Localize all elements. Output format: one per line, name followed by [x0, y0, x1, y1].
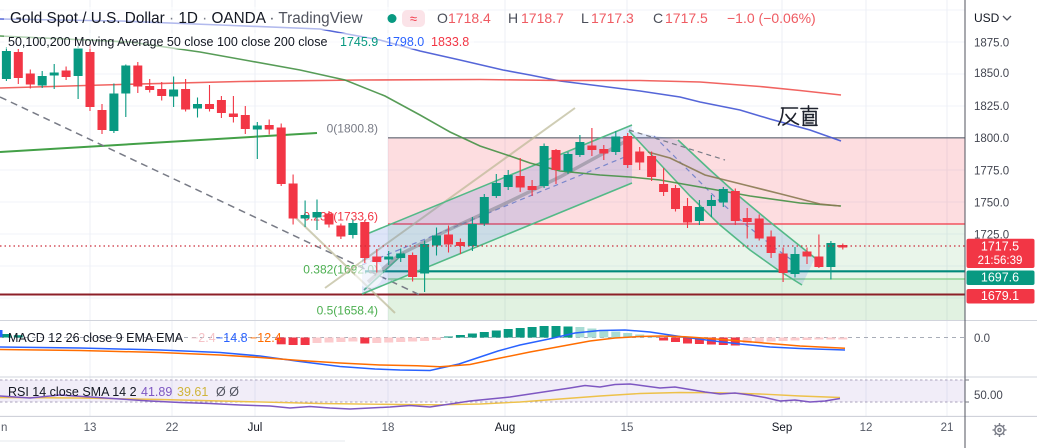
- svg-text:21: 21: [941, 422, 954, 434]
- svg-text:39.61: 39.61: [177, 385, 208, 399]
- svg-text:1798.0: 1798.0: [386, 35, 424, 49]
- svg-text:12: 12: [860, 422, 873, 434]
- svg-text:Jul: Jul: [248, 422, 263, 434]
- svg-text:50,100,200 Moving Average 50 c: 50,100,200 Moving Average 50 close 100 c…: [8, 35, 327, 49]
- svg-text:41.89: 41.89: [141, 385, 172, 399]
- svg-text:−2.4: −2.4: [191, 331, 216, 345]
- svg-text:Ø Ø: Ø Ø: [216, 385, 239, 399]
- svg-text:Gold Spot / U.S. Dollar · 1D ·: Gold Spot / U.S. Dollar · 1D · OANDA · T…: [10, 10, 364, 27]
- svg-text:1775.0: 1775.0: [974, 165, 1009, 177]
- svg-text:Sep: Sep: [772, 422, 792, 434]
- svg-text:1697.6: 1697.6: [981, 271, 1019, 285]
- svg-text:0.0: 0.0: [974, 333, 990, 345]
- svg-text:22: 22: [166, 422, 179, 434]
- svg-text:1825.0: 1825.0: [974, 101, 1009, 113]
- svg-text:15: 15: [621, 422, 634, 434]
- svg-text:Aug: Aug: [495, 422, 515, 434]
- svg-text:1750.0: 1750.0: [974, 198, 1009, 210]
- svg-text:MACD 12 26 close 9 EMA EMA: MACD 12 26 close 9 EMA EMA: [8, 331, 184, 345]
- svg-text:1850.0: 1850.0: [974, 68, 1009, 80]
- svg-text:0(1800.8): 0(1800.8): [327, 122, 378, 136]
- svg-text:50.00: 50.00: [974, 390, 1003, 402]
- svg-text:21:56:39: 21:56:39: [978, 255, 1023, 267]
- svg-text:≈: ≈: [410, 11, 417, 26]
- svg-text:1725.0: 1725.0: [974, 230, 1009, 242]
- svg-text:0.5(1658.4): 0.5(1658.4): [317, 304, 378, 318]
- svg-text:n: n: [1, 422, 7, 434]
- svg-text:1745.9: 1745.9: [340, 35, 378, 49]
- svg-text:−12.4: −12.4: [250, 331, 282, 345]
- svg-text:18: 18: [382, 422, 395, 434]
- svg-text:1800.0: 1800.0: [974, 133, 1009, 145]
- svg-text:13: 13: [84, 422, 97, 434]
- svg-text:USD: USD: [974, 11, 1000, 25]
- svg-text:1717.5: 1717.5: [981, 240, 1019, 254]
- svg-text:−14.8: −14.8: [216, 331, 248, 345]
- svg-text:0.236(1733.6): 0.236(1733.6): [303, 210, 378, 224]
- svg-text:1833.8: 1833.8: [431, 35, 469, 49]
- svg-text:1679.1: 1679.1: [981, 289, 1019, 303]
- svg-text:RSI 14 close SMA 14 2: RSI 14 close SMA 14 2: [8, 385, 137, 399]
- svg-text:1875.0: 1875.0: [974, 38, 1009, 50]
